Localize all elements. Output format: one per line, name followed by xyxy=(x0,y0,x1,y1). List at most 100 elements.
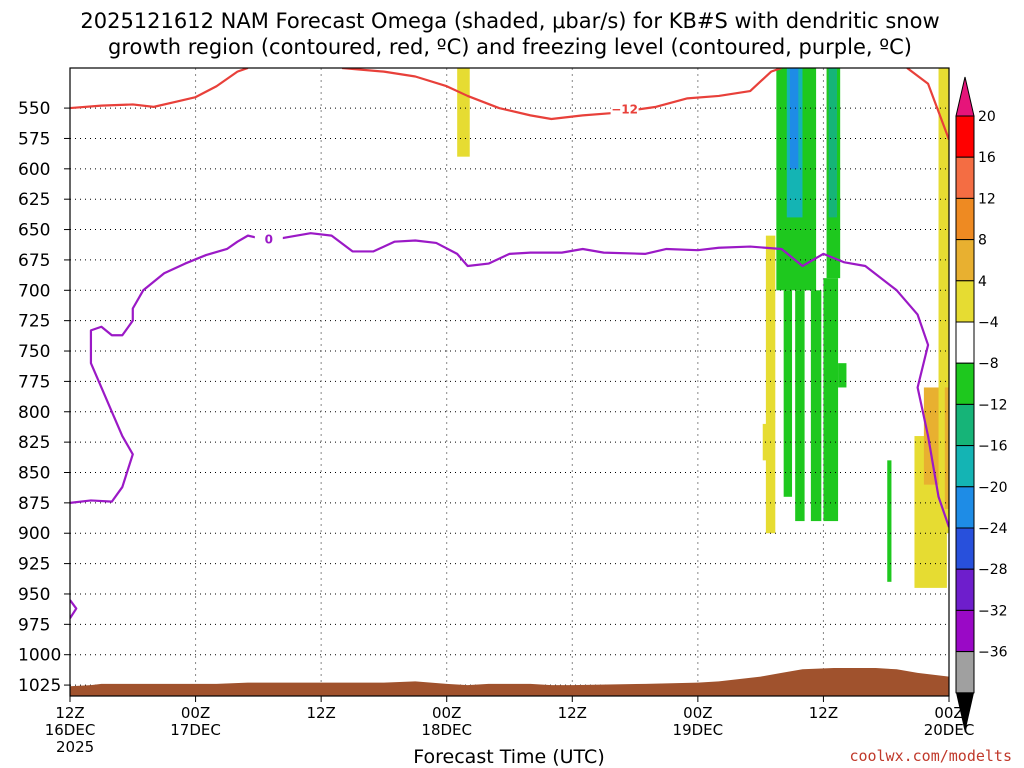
omega-region-12 xyxy=(838,363,847,388)
y-tick-label-6: 700 xyxy=(18,281,50,301)
y-tick-label-3: 625 xyxy=(18,190,50,210)
colorbar-swatch-2 xyxy=(955,197,975,241)
colorbar-swatch-0 xyxy=(955,115,975,158)
colorbar-label-0: 20 xyxy=(978,109,996,125)
x-tick-label-1-0: 00Z xyxy=(181,704,210,722)
omega-region-8 xyxy=(810,290,822,522)
y-tick-label-0: 550 xyxy=(18,99,50,119)
y-tick-label-4: 650 xyxy=(18,221,50,241)
omega-region-6 xyxy=(783,290,793,497)
omega-region-7 xyxy=(795,290,805,522)
colorbar-label-6: −8 xyxy=(978,356,999,372)
terrain-fill xyxy=(70,668,949,696)
y-tick-label-18: 1000 xyxy=(18,646,61,666)
x-tick-label-3-0: 00Z xyxy=(432,704,461,722)
contour-label-1: 0 xyxy=(265,232,273,246)
colorbar-swatch-1 xyxy=(955,156,975,199)
x-tick-label-0-0: 12Z xyxy=(55,704,84,722)
y-tick-label-19: 1025 xyxy=(18,676,61,696)
omega-region-17 xyxy=(944,387,949,509)
contour-1-segment-1 xyxy=(70,599,78,619)
plot-frame xyxy=(69,67,950,697)
contour-label-bg-1 xyxy=(254,231,283,248)
colorbar-swatch-7 xyxy=(955,403,975,447)
y-tick-label-14: 900 xyxy=(18,524,50,544)
colorbar-label-9: −20 xyxy=(978,480,1008,496)
y-tick-label-15: 925 xyxy=(18,555,50,575)
colorbar: 20 16 12 8 4 −4 −8 −12 −16 −20 −24 −28 −32 −36 xyxy=(955,76,1008,733)
y-tick-label-9: 775 xyxy=(18,372,50,392)
x-tick-label-7-0: 00Z xyxy=(934,704,963,722)
contour-1-segment-0 xyxy=(70,232,949,528)
colorbar-bottom-arrow xyxy=(956,692,974,733)
contour-0-segment-1 xyxy=(341,68,782,121)
colorbar-swatch-12 xyxy=(955,609,975,653)
colorbar-label-10: −24 xyxy=(978,521,1008,537)
omega-region-15 xyxy=(923,387,942,485)
plot-area: −12 0 xyxy=(69,67,950,697)
omega-shading xyxy=(457,68,949,588)
contour-0-segment-2 xyxy=(906,68,949,141)
omega-region-0 xyxy=(457,68,470,157)
y-tick-label-12: 850 xyxy=(18,463,50,483)
y-tick-label-2: 600 xyxy=(18,160,50,180)
x-tick-label-0-2: 2025 xyxy=(56,738,94,756)
chart-title-line-1: 2025121612 NAM Forecast Omega (shaded, μ… xyxy=(80,9,939,33)
x-tick-label-5-0: 00Z xyxy=(683,704,712,722)
colorbar-swatch-11 xyxy=(955,568,975,611)
x-tick-label-5-1: 19DEC xyxy=(673,721,724,739)
x-tick-label-0-1: 16DEC xyxy=(45,721,96,739)
colorbar-swatch-8 xyxy=(955,445,975,488)
y-tick-label-17: 975 xyxy=(18,615,50,635)
colorbar-swatch-10 xyxy=(955,527,975,570)
colorbar-swatch-4 xyxy=(955,280,975,323)
colorbar-label-8: −16 xyxy=(978,439,1008,455)
colorbar-label-3: 8 xyxy=(978,233,987,249)
omega-region-10 xyxy=(828,68,838,218)
colorbar-swatch-5 xyxy=(955,321,975,364)
y-tick-label-7: 725 xyxy=(18,312,50,332)
x-tick-label-2-0: 12Z xyxy=(306,704,335,722)
colorbar-swatch-3 xyxy=(955,239,975,282)
omega-region-11 xyxy=(823,278,839,522)
y-tick-label-13: 875 xyxy=(18,494,50,514)
y-axis-ticks: 550 575 600 625 650 675 700 725 750 775 800 825 850 8… xyxy=(18,99,70,696)
colorbar-swatch-13 xyxy=(955,651,975,694)
y-tick-label-8: 750 xyxy=(18,342,50,362)
contour-label-bg-0 xyxy=(610,101,639,118)
x-tick-label-4-0: 12Z xyxy=(558,704,587,722)
x-tick-label-3-1: 18DEC xyxy=(421,721,472,739)
colorbar-label-1: 16 xyxy=(978,150,996,166)
y-tick-label-16: 950 xyxy=(18,585,50,605)
omega-region-13 xyxy=(887,460,892,582)
colorbar-label-5: −4 xyxy=(978,315,999,331)
contour-label-0: −12 xyxy=(611,102,638,116)
colorbar-label-11: −28 xyxy=(978,562,1008,578)
x-tick-label-7-1: 20DEC xyxy=(924,721,975,739)
terrain xyxy=(70,668,949,696)
contour-lines: −12 0 xyxy=(70,68,949,619)
grid-lines xyxy=(70,68,949,696)
x-tick-label-1-1: 17DEC xyxy=(170,721,221,739)
colorbar-swatch-6 xyxy=(955,362,975,405)
chart-title-line-2: growth region (contoured, red, ºC) and f… xyxy=(108,35,912,59)
credit-text: coolwx.com/modelts xyxy=(849,747,1012,765)
y-tick-label-5: 675 xyxy=(18,251,50,271)
colorbar-label-2: 12 xyxy=(978,191,996,207)
x-axis-title: Forecast Time (UTC) xyxy=(413,746,604,768)
contour-0-segment-0 xyxy=(70,68,249,110)
omega-region-1 xyxy=(765,235,776,534)
colorbar-top-arrow xyxy=(955,76,975,117)
colorbar-label-12: −32 xyxy=(978,603,1008,619)
colorbar-label-13: −36 xyxy=(978,645,1008,661)
y-tick-label-1: 575 xyxy=(18,129,50,149)
colorbar-label-7: −12 xyxy=(978,397,1008,413)
y-tick-label-10: 800 xyxy=(18,403,50,423)
omega-region-2 xyxy=(762,423,772,461)
omega-region-5 xyxy=(789,68,799,169)
y-tick-label-11: 825 xyxy=(18,433,50,453)
colorbar-swatch-9 xyxy=(955,486,975,529)
colorbar-label-4: 4 xyxy=(978,274,987,290)
